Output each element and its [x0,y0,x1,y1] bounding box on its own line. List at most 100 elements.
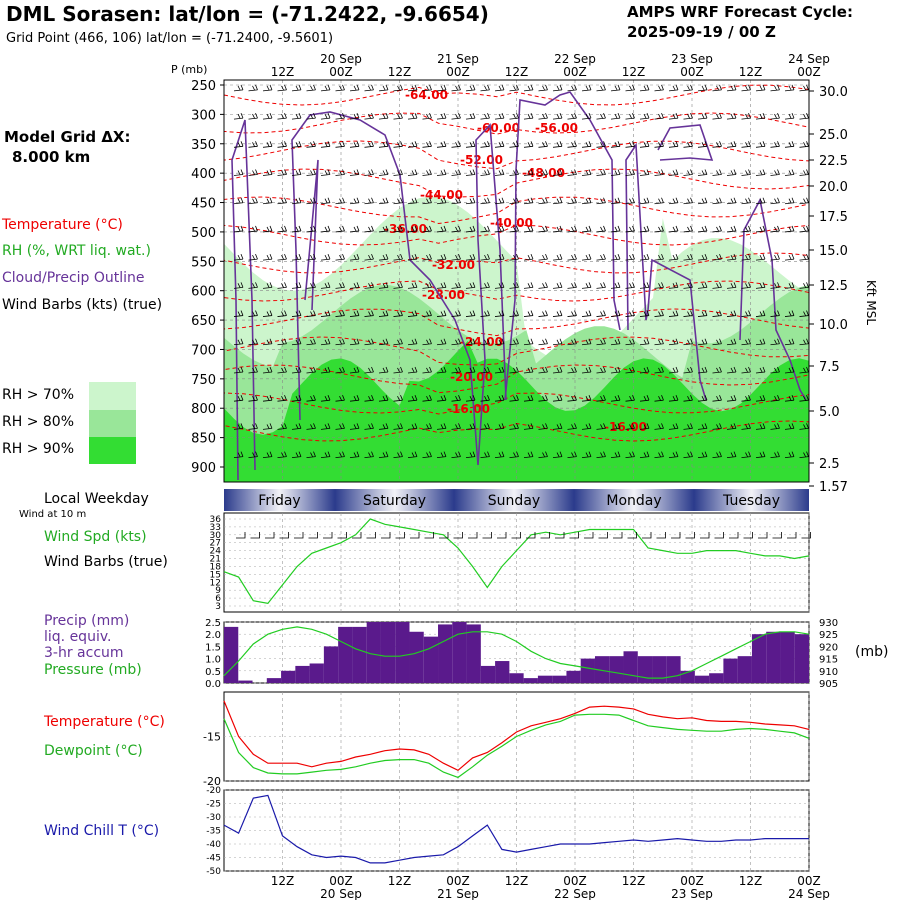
wind-tick-label: 21 [210,555,221,565]
temperature-contour-label: -60.00 [477,121,520,135]
wind-barb [552,197,563,205]
wind-barb [306,423,316,430]
wind-barb [494,395,505,402]
wind-barb [349,84,360,92]
wind-barb [233,451,244,458]
wind-barb [378,141,389,148]
surface-wind-barb [294,532,304,539]
wind-barb [712,310,722,317]
wind-barb [277,84,287,92]
wind-barb [552,366,563,374]
surface-wind-barb [453,532,463,539]
precip-bar [780,631,795,683]
wind-barb [596,253,606,261]
wind-barb [799,338,809,346]
wind-barb [291,253,302,261]
wind-barb [654,225,664,233]
wind-barb [523,253,534,261]
top-date-label: 21 Sep [437,52,479,66]
wind-barb [349,169,360,176]
surface-wind-barb [555,532,565,539]
wind-barb [567,112,577,120]
precip-bar [266,678,282,683]
precip-bar [623,651,638,683]
wind-barb [799,225,809,233]
surface-wind-barb [758,532,768,539]
weekday-cell [335,489,454,511]
height-tick-label: 30.0 [819,85,848,100]
wind-barb [480,253,490,261]
surface-wind-barb [714,532,724,539]
surface-wind-barb [642,532,652,539]
legend-rh90-label: RH > 90% [2,441,75,457]
wind-barb [625,169,635,176]
wind-barb [755,366,766,374]
cloud-outline [625,142,707,401]
wind-barb [480,395,490,402]
wind-barb [407,282,418,289]
wind-barb [480,84,490,92]
time-axes: 12Z 12Z 00Z 00Z 12Z 12Z 00Z 00Z 12Z 12Z 00Z 00Z 12Z 1… [271,52,830,900]
wind-barb [697,112,708,120]
precip-bar [438,624,453,683]
wind-barb [770,310,780,317]
wind-barb [741,310,751,317]
wind-barb [770,282,780,289]
wind-barb [248,141,258,148]
precip-label-3: 3-hr accum [44,645,124,661]
wind-barb [393,253,403,261]
wind-barb [364,197,374,205]
wind-barb [784,423,795,430]
wind-barb [393,366,403,374]
wind-barb [509,84,519,92]
surface-wind-barb [482,532,492,539]
wind-barb [262,141,273,148]
surface-wind-barb [366,532,376,539]
wind-barb [248,225,258,233]
temperature-contour [223,392,810,415]
wind-barb [639,423,650,430]
wind-barb [581,366,592,374]
wind-barb [784,310,795,317]
wind-barb [523,451,534,458]
temperature-contour [223,112,810,135]
pressure-tick-label: 450 [191,197,216,212]
wind-barb [509,141,519,148]
height-tick-label: 7.5 [819,360,840,375]
wind-barb [494,84,505,92]
surface-wind-barb [323,532,333,539]
wind-barb [335,282,345,289]
wind-barb [393,84,403,92]
wind-barb [567,197,577,205]
wind-barb [770,423,780,430]
wind-barb [625,282,635,289]
wind-barb [480,366,490,374]
wind-barb [509,253,519,261]
weekday-label: Friday [258,493,300,509]
wind-barb [712,395,722,402]
wind-barb [712,84,722,92]
wind-barb [378,310,389,317]
wind-barb [306,141,316,148]
wind-barb [523,423,534,430]
cloud-outline [504,91,621,401]
wind-barb [393,282,403,289]
chill-tick-label: -40 [206,840,221,850]
wind-barb [233,423,244,430]
wind-barb [625,253,635,261]
wind-barb [494,197,505,205]
surface-wind-barb [250,532,260,539]
wind-barb [799,197,809,205]
wind-barb [349,197,360,205]
wind-barb [364,423,374,430]
wind-barb [422,84,432,92]
wind-barb [509,423,519,430]
wind-barb [784,169,795,176]
wind-barb [697,423,708,430]
wind-barb [233,112,244,120]
wind-barb [465,423,476,430]
wind-barb [784,282,795,289]
temperature-contour-label: -40.00 [490,216,533,230]
wind-barb [451,225,461,233]
bottom-date-label: 23 Sep [671,887,713,900]
